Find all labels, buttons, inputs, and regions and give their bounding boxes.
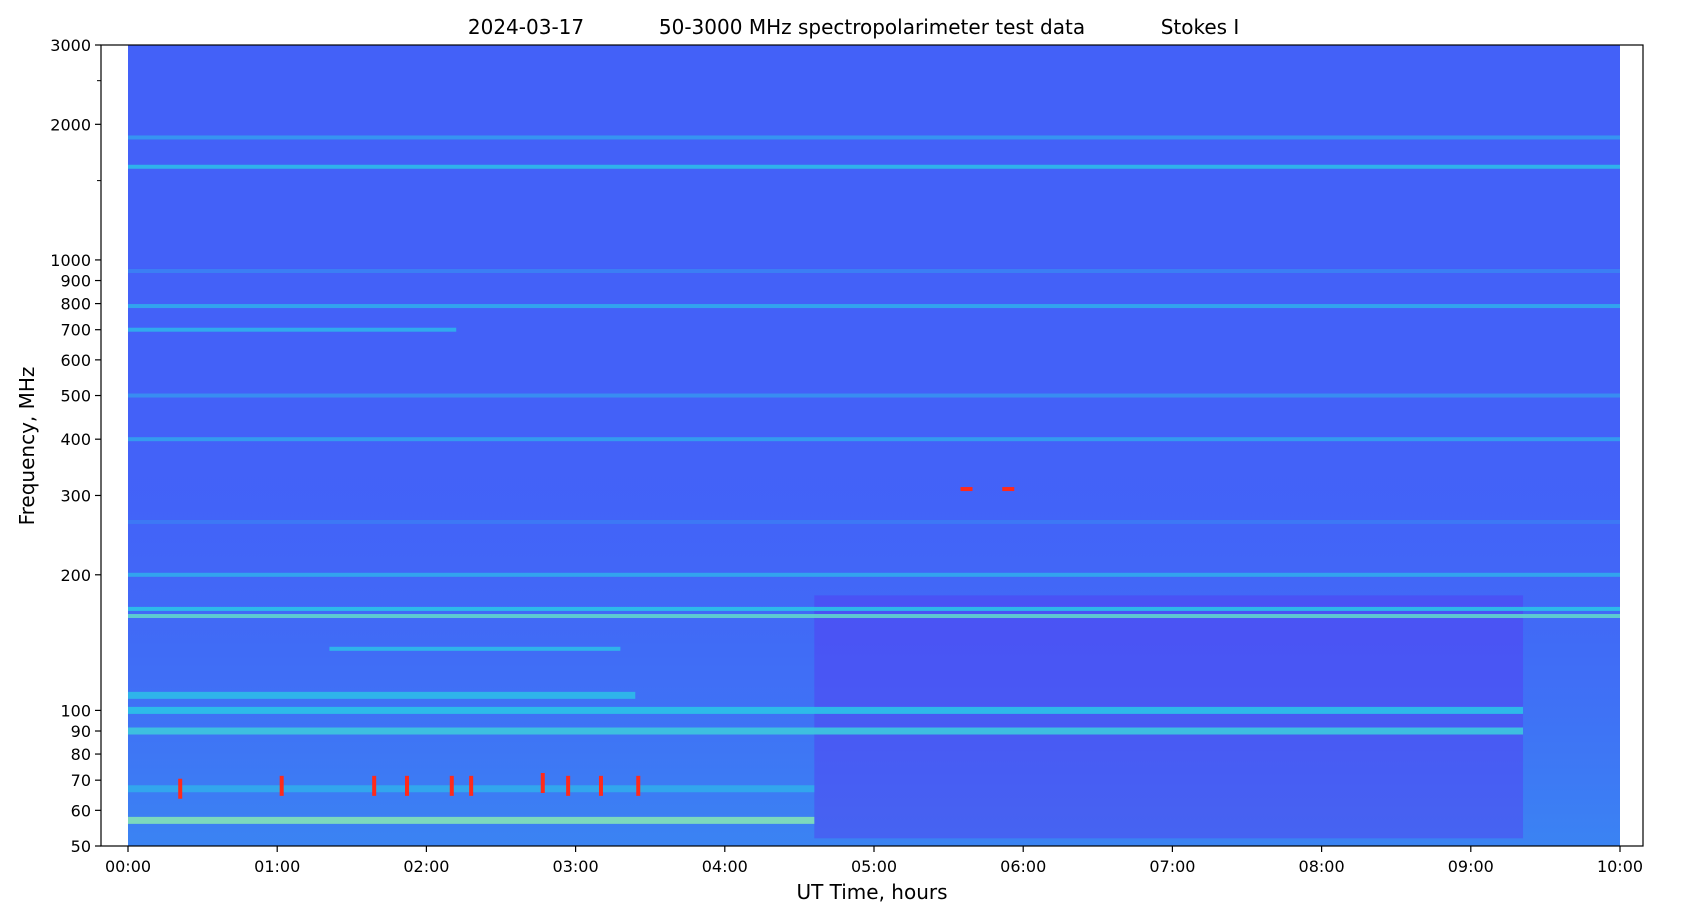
x-tick-label: 04:00 xyxy=(702,857,748,876)
y-tick-label: 700 xyxy=(60,321,91,340)
y-tick-label: 900 xyxy=(60,272,91,291)
band-1610mhz xyxy=(128,164,1620,169)
burst-12 xyxy=(1002,487,1015,492)
y-tick-label: 60 xyxy=(71,801,91,820)
band-790mhz xyxy=(128,304,1620,309)
band-200mhz xyxy=(128,572,1620,577)
band-137mhz xyxy=(329,646,621,651)
burst-10 xyxy=(636,775,641,796)
band-90mhz xyxy=(128,727,1524,735)
x-tick-label: 00:00 xyxy=(105,857,151,876)
x-axis-title: UT Time, hours xyxy=(796,880,947,904)
x-tick-label: 07:00 xyxy=(1149,857,1195,876)
burst-5 xyxy=(449,775,454,796)
x-tick-label: 09:00 xyxy=(1448,857,1494,876)
burst-2 xyxy=(279,775,284,796)
chart-title: 2024-03-17 50-3000 MHz spectropolarimete… xyxy=(468,15,1239,39)
y-tick-label: 300 xyxy=(60,486,91,505)
x-tick-label: 01:00 xyxy=(254,857,300,876)
y-tick-label: 90 xyxy=(71,722,91,741)
y-tick-label: 70 xyxy=(71,771,91,790)
band-1870mhz xyxy=(128,135,1620,140)
band-500mhz xyxy=(128,393,1620,398)
burst-4 xyxy=(405,775,410,796)
band-262mhz xyxy=(128,519,1620,524)
band-400mhz xyxy=(128,437,1620,442)
y-tick-label: 400 xyxy=(60,430,91,449)
y-axis: 50 60 70 80 90 100 200 300 400 500 600 700 800 900 100… xyxy=(50,36,101,856)
band-168mhz xyxy=(128,606,1620,611)
x-tick-label: 06:00 xyxy=(1000,857,1046,876)
y-tick-label: 3000 xyxy=(50,36,91,55)
quiet-region xyxy=(814,595,1524,839)
y-tick-label: 600 xyxy=(60,351,91,370)
low-frequency-field xyxy=(128,395,1620,846)
x-tick-label: 03:00 xyxy=(553,857,599,876)
title-description: 50-3000 MHz spectropolarimeter test data xyxy=(659,15,1085,39)
burst-9 xyxy=(598,775,603,796)
burst-8 xyxy=(566,775,571,796)
x-tick-label: 05:00 xyxy=(851,857,897,876)
plot-area xyxy=(128,45,1620,846)
burst-3 xyxy=(372,775,377,796)
burst-7 xyxy=(540,772,545,793)
y-tick-label: 200 xyxy=(60,566,91,585)
title-date: 2024-03-17 xyxy=(468,15,584,39)
y-tick-label: 50 xyxy=(71,837,91,856)
y-tick-label: 500 xyxy=(60,387,91,406)
band-945mhz xyxy=(128,268,1620,273)
y-tick-label: 800 xyxy=(60,295,91,314)
band-100mhz xyxy=(128,706,1524,714)
burst-6 xyxy=(469,775,474,796)
y-tick-label: 100 xyxy=(60,701,91,720)
burst-11 xyxy=(960,487,973,492)
x-axis: 00:00 01:00 02:00 03:00 04:00 05:00 06:00 07:00… xyxy=(105,846,1643,876)
band-57mhz xyxy=(128,816,815,824)
x-tick-label: 02:00 xyxy=(403,857,449,876)
band-108mhz xyxy=(128,691,636,699)
axes-frame xyxy=(100,44,1644,847)
y-tick-label: 2000 xyxy=(50,115,91,134)
band-700mhz xyxy=(128,327,457,332)
burst-1 xyxy=(178,778,183,799)
y-axis-title: Frequency, MHz xyxy=(15,367,39,526)
y-tick-label: 80 xyxy=(71,745,91,764)
x-tick-label: 08:00 xyxy=(1299,857,1345,876)
x-tick-label: 10:00 xyxy=(1597,857,1643,876)
band-162mhz xyxy=(128,614,1620,619)
title-stokes: Stokes I xyxy=(1161,15,1240,39)
y-tick-label: 1000 xyxy=(50,251,91,270)
